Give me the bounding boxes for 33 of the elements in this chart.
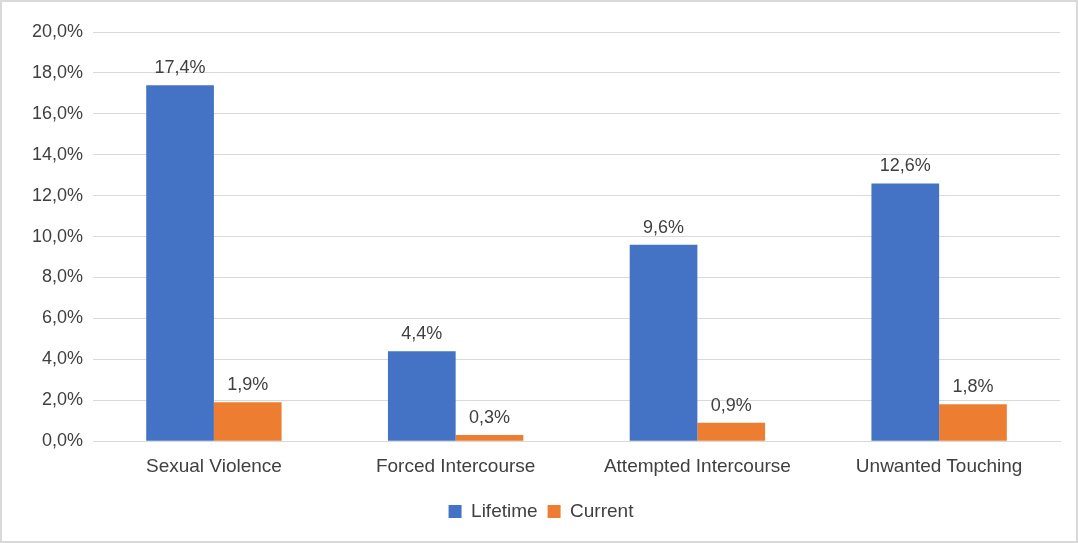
bar <box>387 351 456 441</box>
y-tick-label: 16,0% <box>31 102 84 123</box>
x-tick-label: Attempted Intercourse <box>603 454 791 476</box>
y-tick-label: 12,0% <box>31 184 84 205</box>
y-tick-label: 6,0% <box>42 307 84 328</box>
data-label: 0,3% <box>468 407 511 428</box>
x-tick-label: Sexual Violence <box>145 454 282 476</box>
data-label: 9,6% <box>643 216 685 237</box>
y-tick-label: 14,0% <box>31 143 84 164</box>
y-tick-label: 10,0% <box>31 225 84 246</box>
bar <box>939 404 1007 441</box>
data-label: 1,9% <box>227 374 269 395</box>
bar <box>871 183 940 441</box>
bar <box>455 435 524 441</box>
data-label: 0,9% <box>710 394 752 415</box>
bar <box>697 422 766 441</box>
legend-label: Lifetime <box>471 499 538 521</box>
y-tick-label: 2,0% <box>42 389 84 410</box>
data-label: 17,4% <box>154 57 206 78</box>
y-tick-label: 20,0% <box>31 20 84 41</box>
data-label: 4,4% <box>401 323 443 344</box>
data-label: 12,6% <box>879 155 931 176</box>
bar <box>629 244 698 441</box>
y-tick-label: 0,0% <box>42 430 84 451</box>
x-tick-label: Forced Intercourse <box>375 454 536 476</box>
bar <box>213 402 282 441</box>
y-tick-label: 4,0% <box>42 348 84 369</box>
legend-label: Current <box>570 499 635 521</box>
x-tick-label: Unwanted Touching <box>855 454 1023 476</box>
y-tick-label: 8,0% <box>42 266 84 287</box>
y-tick-label: 18,0% <box>31 61 84 82</box>
bar <box>146 85 214 441</box>
data-label: 1,8% <box>952 376 994 397</box>
